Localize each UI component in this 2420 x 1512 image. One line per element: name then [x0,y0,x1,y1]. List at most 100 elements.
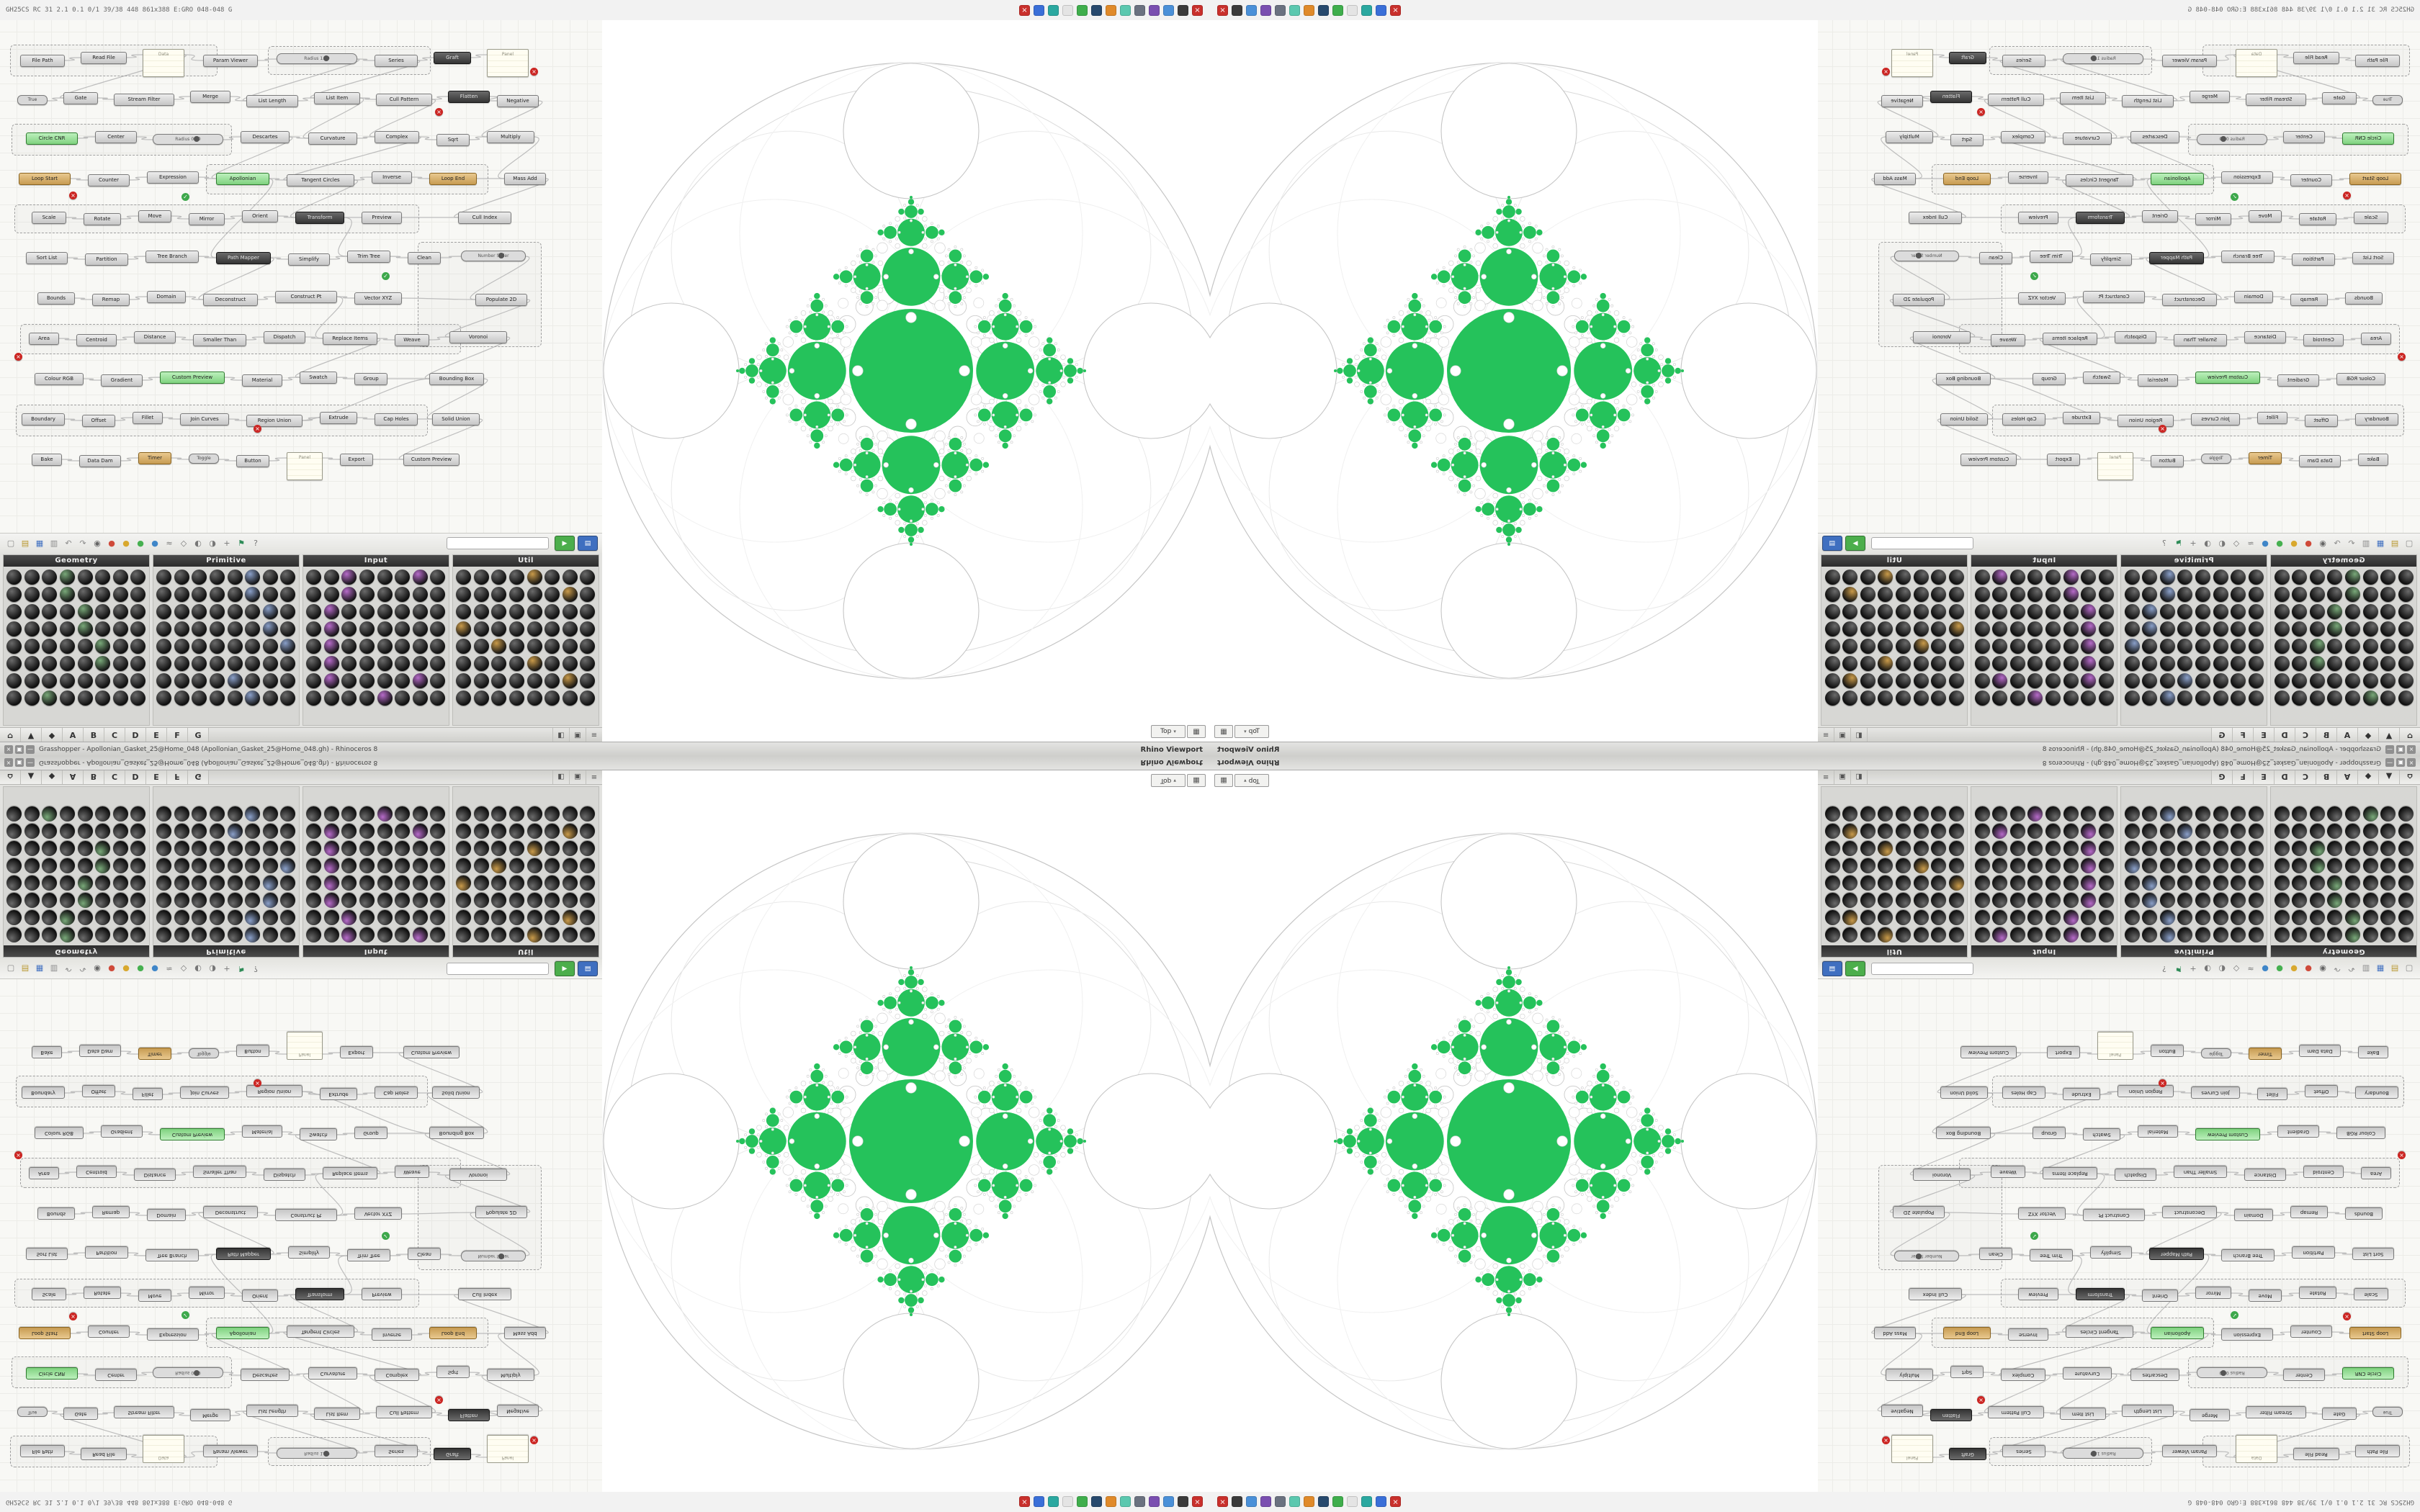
component-icon[interactable] [2345,656,2361,671]
gh-tab[interactable]: G [188,770,209,784]
gh-node[interactable]: Tangent Circles [2066,1326,2133,1338]
component-icon[interactable] [192,841,207,856]
gh-tabbar-button[interactable]: ◧ [552,770,569,784]
gh-node[interactable]: Graft [434,1448,471,1460]
component-icon[interactable] [2398,570,2414,585]
gh-node[interactable]: Extrude [320,412,357,424]
close-button[interactable]: × [2407,758,2416,767]
component-icon[interactable] [323,910,339,925]
component-icon[interactable] [77,927,93,942]
component-icon[interactable] [2081,673,2097,688]
gh-node[interactable]: Export [2047,1046,2080,1058]
component-icon[interactable] [156,841,171,856]
gh-node[interactable]: Replace Items [323,333,377,345]
gh-canvas[interactable]: File Path Read File Data Param Viewer Radius… [0,979,602,1492]
component-icon[interactable] [112,656,128,671]
gh-tab[interactable]: G [2211,770,2232,784]
component-icon[interactable] [562,587,578,602]
component-icon[interactable] [2274,876,2290,891]
app-violet-icon[interactable] [1260,1496,1271,1508]
component-icon[interactable] [2063,604,2079,619]
gh-node[interactable]: Smaller Than [2174,1166,2227,1178]
component-icon[interactable] [227,570,243,585]
gh-node[interactable]: Custom Preview [160,1128,225,1140]
gh-node[interactable]: Path Mapper [216,252,271,264]
gh-node[interactable]: Swatch [2083,1128,2120,1140]
viewport-tab-top[interactable]: Top ▾ [1151,725,1186,738]
component-icon[interactable] [580,587,596,602]
gh-node[interactable]: Simplify [288,253,330,266]
component-icon[interactable] [130,587,146,602]
component-icon[interactable] [2231,604,2246,619]
component-icon[interactable] [1824,587,1840,602]
close-button[interactable]: × [4,758,13,767]
gh-node[interactable]: Fillet [133,412,163,424]
component-icon[interactable] [156,587,171,602]
component-icon[interactable] [2142,806,2158,822]
component-icon[interactable] [341,858,357,873]
gh-node[interactable]: Smaller Than [193,334,246,346]
component-icon[interactable] [377,841,393,856]
sphere-red-icon[interactable]: ● [2305,964,2312,973]
gh-node[interactable]: Populate 2D [475,294,527,306]
component-icon[interactable] [580,841,596,856]
component-icon[interactable] [2213,673,2228,688]
gh-node[interactable]: Custom Preview [2195,372,2260,384]
new-document-icon[interactable]: ▢ [2405,964,2414,973]
gh-node[interactable]: Custom Preview [1960,1046,2017,1058]
redo-icon[interactable]: ↷ [2334,539,2341,548]
component-icon[interactable] [359,639,375,654]
component-icon[interactable] [580,604,596,619]
component-icon[interactable] [1913,673,1929,688]
component-icon[interactable] [359,587,375,602]
sphere-yellow-icon[interactable]: ● [2290,964,2298,973]
gh-node[interactable]: Region Union [2118,415,2174,427]
component-icon[interactable] [2124,893,2140,908]
component-icon[interactable] [1824,621,1840,636]
component-icon[interactable] [227,621,243,636]
component-icon[interactable] [1896,639,1912,654]
component-icon[interactable] [2327,858,2343,873]
gh-node[interactable]: File Path [2355,1445,2400,1457]
component-icon[interactable] [2142,621,2158,636]
gh-node[interactable]: Rotate [2299,213,2336,225]
cluster-icon[interactable]: ◇ [180,539,187,548]
component-icon[interactable] [2159,656,2175,671]
component-icon[interactable] [6,910,22,925]
component-icon[interactable] [395,841,411,856]
component-icon[interactable] [2159,893,2175,908]
stop-close-icon[interactable]: × [1217,4,1228,16]
slider-knob[interactable] [2220,1370,2227,1376]
component-icon[interactable] [491,893,507,908]
gh-node[interactable]: Voronoi [449,1169,507,1181]
gh-node[interactable]: List Length [246,1405,298,1417]
component-icon[interactable] [2327,824,2343,839]
app-light-icon[interactable] [1062,4,1073,16]
component-icon[interactable] [280,858,296,873]
add-icon[interactable]: + [223,964,230,973]
component-icon[interactable] [2309,858,2325,873]
gh-node[interactable]: Negative [1881,95,1923,107]
gh-node[interactable]: Negative [497,1405,539,1417]
component-icon[interactable] [2142,910,2158,925]
component-icon[interactable] [2063,639,2079,654]
component-icon[interactable] [1913,910,1929,925]
component-icon[interactable] [2362,656,2378,671]
component-icon[interactable] [562,656,578,671]
component-icon[interactable] [2309,841,2325,856]
component-icon[interactable] [1896,604,1912,619]
gh-node[interactable]: Counter [88,1326,130,1338]
gh-node[interactable]: Read File [81,52,127,64]
gh-node[interactable]: Complex [375,131,419,143]
gh-node[interactable]: Voronoi [1913,331,1971,343]
component-icon[interactable] [1878,621,1894,636]
component-icon[interactable] [2159,587,2175,602]
component-icon[interactable] [377,656,393,671]
component-icon[interactable] [280,927,296,942]
component-icon[interactable] [2009,587,2025,602]
component-icon[interactable] [377,858,393,873]
component-icon[interactable] [2027,876,2043,891]
file-manager-button[interactable]: ▤ [1822,536,1842,551]
component-icon[interactable] [245,621,261,636]
gh-node[interactable]: Radius 1.00 [2063,1448,2143,1459]
